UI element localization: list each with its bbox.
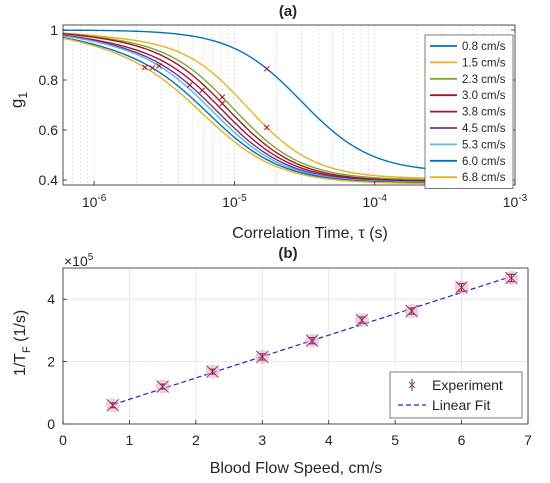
chart-b: (b) ×105 0 2 4 0 1 2 3 4 5 6 7 Blood Flow Speed, …	[12, 245, 532, 477]
chart-a-legend-label: 6.8 cm/s	[462, 172, 506, 184]
chart-a-x-axis-label: Correlation Time, τ (s)	[232, 225, 388, 242]
chart-a-y-tick-label: 1	[50, 22, 58, 38]
chart-b-data-point	[105, 398, 120, 413]
chart-a-legend-label: 0.8 cm/s	[462, 41, 506, 53]
chart-b-data-point	[454, 280, 469, 295]
chart-b-x-tick-label: 3	[258, 432, 266, 448]
chart-b-x-axis-label: Blood Flow Speed, cm/s	[210, 460, 383, 477]
chart-b-legend: Experiment Linear Fit	[389, 371, 523, 419]
chart-a-marker-8	[142, 64, 148, 71]
chart-a-x-tick-label: 10-5	[222, 193, 247, 210]
chart-b-y-tick-label: 2	[47, 354, 55, 370]
chart-a-series-group	[62, 29, 468, 185]
chart-a-legend: 0.8 cm/s 1.5 cm/s 2.3 cm/s 3.0 cm/s 3.8 cm/s…	[424, 34, 514, 189]
chart-a-frame	[62, 24, 516, 186]
chart-b-data-point	[404, 304, 419, 319]
chart-a-marker-6	[156, 62, 162, 69]
chart-a-legend-label: 5.3 cm/s	[462, 139, 506, 151]
chart-a-marker-4	[199, 87, 206, 94]
chart-b-legend-label-experiment: Experiment	[432, 377, 503, 393]
chart-a-y-tick-label: 0.8	[39, 72, 59, 88]
chart-a-y-ticks: 0.4 0.6 0.8 1	[39, 22, 515, 188]
chart-a-x-tick-label: 10-6	[82, 193, 107, 210]
chart-a-series-line-8	[62, 37, 442, 185]
chart-a-marker-2	[219, 94, 226, 100]
chart-a-legend-label: 4.5 cm/s	[462, 123, 506, 135]
chart-b-y-multiplier: ×105	[64, 252, 94, 269]
chart-b-x-tick-label: 6	[458, 432, 466, 448]
chart-a-x-tick-label: 10-3	[503, 193, 528, 210]
chart-b-legend-label-fit: Linear Fit	[432, 397, 490, 413]
chart-a-y-tick-label: 0.6	[39, 122, 59, 138]
chart-a-legend-label: 6.0 cm/s	[462, 156, 506, 168]
chart-a-series-line-1	[62, 32, 464, 180]
chart-b-data-point	[205, 364, 220, 379]
chart-a-legend-label: 3.8 cm/s	[462, 107, 506, 119]
chart-b-y-ticks: 0 2 4	[47, 291, 67, 432]
chart-b-data-point	[504, 270, 519, 285]
chart-b-y-tick-label: 0	[47, 416, 55, 432]
chart-a-marker-0	[263, 65, 270, 72]
chart-a-legend-label: 3.0 cm/s	[462, 90, 506, 102]
chart-b-data-point	[155, 379, 170, 394]
chart-b-frame	[62, 267, 529, 425]
chart-b-y-axis-label: 1/TF (1/s)	[12, 310, 33, 376]
chart-a-y-tick-label: 0.4	[39, 172, 59, 188]
chart-b-x-tick-label: 1	[126, 432, 134, 448]
chart-a-marker-1	[263, 124, 270, 131]
chart-a-x-ticks: 10-6 10-5 10-4 10-3	[82, 181, 528, 210]
chart-b-points	[105, 270, 519, 413]
chart-a-series-line-2	[62, 32, 463, 181]
chart-a-title: (a)	[279, 3, 297, 20]
chart-a-series-line-7	[62, 36, 446, 184]
chart-b-data-point	[255, 349, 270, 364]
chart-a-marker-3	[219, 100, 226, 107]
chart-a-marker-7	[149, 65, 156, 71]
chart-a-y-axis-label: g1	[7, 92, 30, 108]
chart-a-legend-label: 2.3 cm/s	[462, 74, 506, 86]
chart-b-title: (b)	[278, 245, 297, 262]
chart-b-data-point	[305, 333, 320, 348]
chart-a-markers	[142, 62, 270, 131]
chart-a-legend-label: 1.5 cm/s	[462, 57, 506, 69]
chart-a: (a) 0.4 0.6 0.8 1 10-6 10-5 10-4 10-3 Correlat…	[7, 3, 528, 242]
chart-b-x-tick-label: 2	[192, 432, 200, 448]
chart-b-x-ticks: 0 1 2 3 4 5 6 7	[59, 420, 532, 448]
chart-b-data-point	[354, 313, 369, 328]
chart-a-series-line-4	[62, 34, 460, 183]
chart-b-y-tick-label: 4	[47, 291, 55, 307]
chart-b-x-tick-label: 4	[325, 432, 333, 448]
chart-b-x-tick-label: 0	[59, 432, 67, 448]
chart-b-x-tick-label: 7	[524, 432, 532, 448]
chart-b-x-tick-label: 5	[391, 432, 399, 448]
chart-a-marker-5	[186, 82, 193, 88]
chart-a-x-tick-label: 10-4	[362, 193, 387, 210]
